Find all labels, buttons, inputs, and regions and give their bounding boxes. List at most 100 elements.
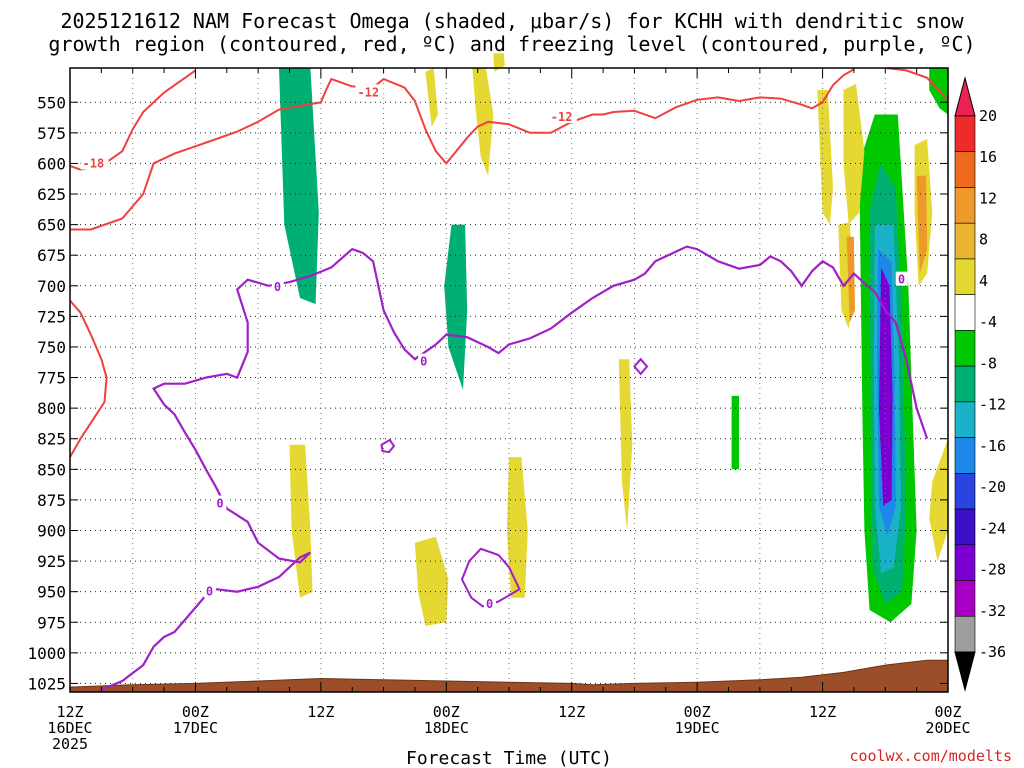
y-tick-label-550: 550 [37,93,66,112]
colorbar-label-8: -12 [979,396,1006,414]
contour-label-4: 0 [274,280,281,294]
colorbar-label-4: 8 [979,231,988,249]
colorbar-label-10: -20 [979,478,1006,496]
omega-orange-patch-1 [846,236,855,323]
colorbar-label-9: -16 [979,437,1006,455]
contour-label-8: 0 [486,597,493,611]
y-tick-label-675: 675 [37,246,66,265]
omega-downward-yellow-4 [506,457,528,598]
omega-upward-green [279,68,319,305]
contour-lines: -18 -12 -12 0 0 0 0 0 0 [70,68,948,691]
y-tick-label-775: 775 [37,369,66,388]
x-tick-label-0-1: 12Z [56,703,83,721]
colorbar-bin-3 [954,187,976,224]
y-tick-label-800: 800 [37,399,66,418]
title-line-2: growth region (contoured, red, ºC) and f… [48,32,975,56]
x-tick-label-36-2: 18DEC [424,719,469,737]
freezing-loop-1 [380,438,396,454]
omega-downward-yellow-3 [618,359,633,531]
y-tick-label-875: 875 [37,491,66,510]
omega-column-layer-5 [879,267,893,506]
omega-yellow-patch-6 [472,68,494,176]
colorbar-label-7: -8 [979,354,997,372]
colorbar-bin-bottom-triangle [954,651,976,692]
contour-label-7: 0 [206,585,213,599]
colorbar-label-13: -32 [979,602,1006,620]
terrain-surface [69,659,949,693]
contour-label-bg-4 [271,279,284,294]
colorbar-bin-1 [954,115,976,153]
contour-label-bg-3 [548,108,577,123]
contour-label-1: -18 [83,156,105,170]
contour-label-5: 0 [420,355,427,369]
y-tick-label-575: 575 [37,124,66,143]
y-tick-label-750: 750 [37,338,66,357]
x-tick-label-0-3: 2025 [52,735,88,753]
x-tick-label-84-2: 20DEC [925,719,970,737]
freezing-loop-2 [633,357,649,376]
y-tick-label-975: 975 [37,613,66,632]
freezing-loop-3 [460,547,521,608]
y-tick-label-900: 900 [37,521,66,540]
colorbar-label-3: 12 [979,189,997,207]
x-tick-label-48-1: 12Z [558,703,585,721]
x-tick-label-12-2: 17DEC [173,719,218,737]
y-tick-label-950: 950 [37,583,66,602]
contour-label-bg-7 [203,583,216,598]
colorbar-bin-4 [954,222,976,260]
x-tick-label-60-2: 19DEC [675,719,720,737]
gridlines [70,68,948,692]
colorbar-bin-15 [954,615,976,653]
omega-yellow-patch-5 [425,68,438,127]
colorbar-label-6: -4 [979,313,997,331]
omega-yellow-patch-8 [817,90,833,225]
colorbar-bin-10 [954,437,976,474]
colorbar-label-5: 4 [979,272,988,290]
colorbar-label-11: -24 [979,519,1006,537]
x-tick-label-12-1: 00Z [182,703,209,721]
y-tick-label-850: 850 [37,460,66,479]
dgz-contour-3 [70,299,108,458]
y-tick-label-625: 625 [37,185,66,204]
x-tick-label-84-1: 00Z [934,703,961,721]
contour-label-bg-5 [418,353,431,368]
y-tick-label-600: 600 [37,154,66,173]
omega-yellow-patch-7 [493,53,505,72]
colorbar-label-12: -28 [979,561,1006,579]
y-tick-label-825: 825 [37,430,66,449]
y-axis: 550 575 600 625 650 675 700 725 750 775 800 825 850 8… [27,93,948,693]
colorbar-bin-11 [954,473,976,510]
x-tick-label-24-1: 12Z [307,703,334,721]
contour-label-bg-6 [214,495,227,510]
x-tick-label-72-1: 12Z [809,703,836,721]
terrain-fill [69,659,949,693]
x-tick-label-0-2: 16DEC [47,719,92,737]
contour-label-bg-9 [895,271,908,286]
omega-downward-yellow-2 [414,536,449,626]
omega-shading [279,53,948,626]
dgz-contour-4 [885,68,948,101]
omega-yellow-patch-1 [843,83,865,225]
colorbar-bin-5 [954,258,976,295]
dgz-contour-2 [70,68,855,231]
colorbar-bin-13 [954,544,976,581]
y-tick-label-700: 700 [37,277,66,296]
omega-downward-yellow [289,444,313,598]
omega-orange-patch-2 [916,175,928,274]
chart-title: 2025121612 NAM Forecast Omega (shaded, μ… [48,9,975,56]
title-line-1: 2025121612 NAM Forecast Omega (shaded, μ… [60,9,964,33]
x-tick-label-36-1: 00Z [433,703,460,721]
x-tick-label-60-1: 00Z [684,703,711,721]
colorbar-label-2: 16 [979,148,997,166]
contour-label-bg-1 [80,155,109,170]
colorbar-bin-2 [954,151,976,188]
colorbar-bin-9 [954,401,976,438]
y-tick-label-1025: 1025 [27,674,66,693]
colorbar-bin-8 [954,365,976,403]
contour-label-6: 0 [216,497,223,511]
contour-label-2: -12 [357,85,379,99]
colorbar-label-14: -36 [979,643,1006,661]
credit-text: coolwx.com/modelts [849,747,1012,765]
colorbar-bin-top-triangle [954,76,976,117]
